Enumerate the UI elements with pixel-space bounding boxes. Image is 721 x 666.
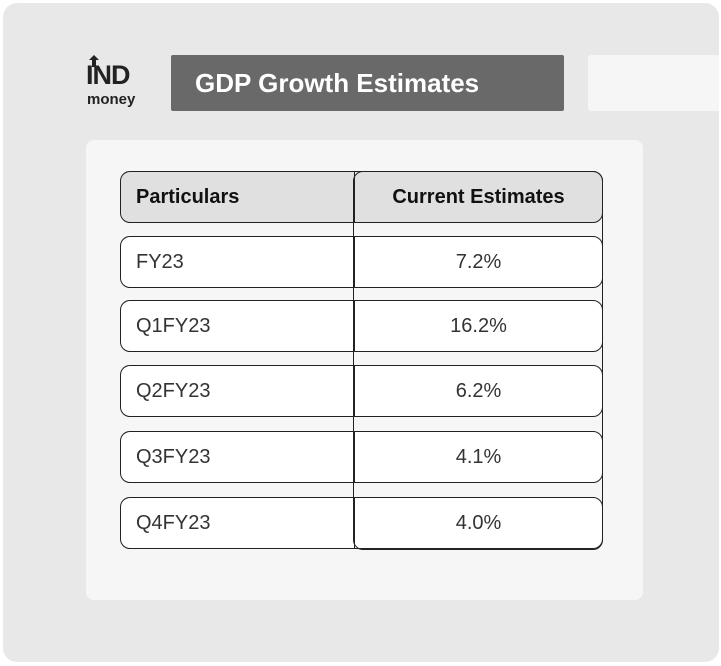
up-arrow-icon: [89, 55, 99, 67]
logo-text-money: money: [87, 91, 136, 108]
cell-estimate: 4.1%: [455, 445, 502, 468]
table-row: Q2FY23 6.2%: [120, 365, 603, 417]
cell-estimate: 6.2%: [455, 379, 502, 402]
cell-particular: Q2FY23: [121, 366, 355, 416]
decorative-bar: [588, 55, 719, 111]
cell-particular: Q1FY23: [121, 301, 355, 351]
indmoney-logo: IND money: [86, 55, 146, 116]
table-row: FY23 7.2%: [120, 236, 603, 288]
header-particulars: Particulars: [121, 172, 355, 222]
cell-estimate: 7.2%: [455, 250, 502, 273]
cell-particular: Q4FY23: [121, 498, 355, 548]
estimates-column-outline: [353, 171, 603, 550]
cell-estimate: 16.2%: [450, 314, 507, 337]
logo-text-ind: IND: [86, 60, 130, 90]
cell-estimate: 4.0%: [455, 511, 502, 534]
cell-particular: Q3FY23: [121, 432, 355, 482]
page-title: GDP Growth Estimates: [171, 55, 564, 111]
cell-particular: FY23: [121, 237, 355, 287]
header-current-estimates: Current Estimates: [392, 185, 565, 208]
table-row: Q3FY23 4.1%: [120, 431, 603, 483]
table-row: Q1FY23 16.2%: [120, 300, 603, 352]
